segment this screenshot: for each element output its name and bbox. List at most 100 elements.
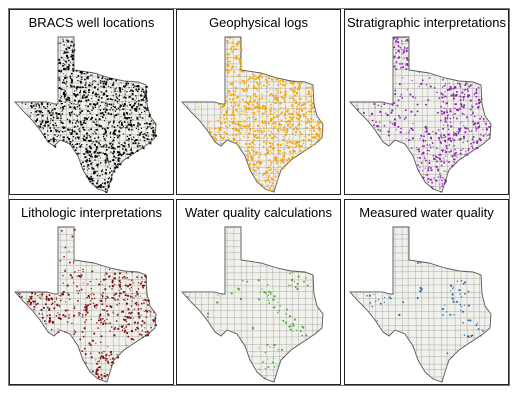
well-point xyxy=(94,93,97,96)
well-point xyxy=(371,119,374,122)
well-point xyxy=(273,299,275,301)
well-point xyxy=(114,99,117,102)
well-point xyxy=(78,128,80,130)
well-point xyxy=(417,164,419,166)
well-point xyxy=(306,127,308,129)
well-point xyxy=(145,309,147,312)
well-point xyxy=(71,58,74,61)
well-point xyxy=(42,119,44,121)
well-point xyxy=(247,78,250,81)
well-point xyxy=(118,95,120,97)
well-point xyxy=(410,110,413,113)
well-point xyxy=(35,303,38,306)
well-point xyxy=(141,93,142,95)
well-point xyxy=(279,101,281,103)
well-point xyxy=(126,285,129,288)
well-point xyxy=(223,137,225,139)
well-point xyxy=(234,104,237,106)
well-point xyxy=(121,123,123,125)
well-point xyxy=(93,80,95,82)
well-point xyxy=(462,106,465,109)
well-point xyxy=(67,321,69,323)
well-point xyxy=(146,138,149,140)
well-point xyxy=(95,80,97,82)
well-point xyxy=(439,139,441,141)
well-point xyxy=(262,175,264,177)
well-point xyxy=(443,84,446,87)
well-point xyxy=(100,300,103,302)
well-point xyxy=(67,67,70,70)
well-point xyxy=(63,73,65,75)
well-point xyxy=(114,88,116,90)
well-point xyxy=(275,155,277,158)
well-point xyxy=(397,125,400,128)
well-point xyxy=(94,106,96,108)
well-point xyxy=(33,302,35,304)
well-point xyxy=(86,175,88,178)
well-point xyxy=(406,138,408,140)
well-point xyxy=(71,73,73,75)
well-point xyxy=(373,103,376,105)
well-point xyxy=(461,121,463,123)
well-point xyxy=(245,102,246,103)
well-point xyxy=(98,151,101,154)
well-point xyxy=(441,183,444,185)
well-point xyxy=(261,132,263,134)
well-point xyxy=(398,46,400,48)
well-point xyxy=(64,309,67,312)
well-point xyxy=(123,325,124,327)
well-point xyxy=(260,163,262,166)
well-point xyxy=(428,162,431,164)
well-point xyxy=(473,93,476,96)
well-point xyxy=(118,279,121,282)
well-point xyxy=(129,153,131,156)
well-point xyxy=(242,98,244,101)
well-point xyxy=(270,137,273,140)
well-point xyxy=(291,142,294,144)
well-point xyxy=(403,58,405,60)
well-point xyxy=(287,120,290,123)
well-point xyxy=(100,151,102,153)
well-point xyxy=(110,145,113,147)
well-point xyxy=(249,124,251,127)
well-point xyxy=(396,129,397,131)
well-point xyxy=(103,144,105,146)
well-point xyxy=(418,85,420,87)
well-point xyxy=(149,126,151,128)
well-point xyxy=(102,152,104,154)
well-point xyxy=(271,168,272,170)
well-point xyxy=(477,328,480,330)
well-point xyxy=(118,87,121,89)
well-point xyxy=(85,95,88,98)
well-point xyxy=(107,112,110,115)
well-point xyxy=(231,111,234,113)
well-point xyxy=(101,283,103,285)
well-point xyxy=(89,82,91,84)
well-point xyxy=(383,301,385,303)
well-point xyxy=(442,127,445,130)
well-point xyxy=(270,177,272,179)
well-point xyxy=(140,127,142,129)
well-point xyxy=(66,100,68,102)
well-point xyxy=(272,170,274,173)
well-point xyxy=(261,85,263,87)
well-point xyxy=(81,86,84,89)
well-point xyxy=(271,189,273,192)
well-point xyxy=(98,142,100,144)
well-point xyxy=(463,124,465,126)
well-point xyxy=(287,125,289,127)
well-point xyxy=(45,120,47,122)
well-point xyxy=(301,108,303,111)
well-point xyxy=(424,157,426,160)
panel-lithologic-interpretations: Lithologic interpretations xyxy=(9,199,174,385)
well-point xyxy=(87,164,90,166)
well-point xyxy=(113,312,115,314)
well-point xyxy=(95,95,98,98)
well-point xyxy=(115,114,117,117)
well-point xyxy=(285,106,287,108)
well-point xyxy=(49,114,52,116)
figure-frame: BRACS well locations Geophysical logs St… xyxy=(8,8,510,386)
well-point xyxy=(24,103,27,105)
well-point xyxy=(283,152,285,154)
well-point xyxy=(299,141,301,143)
